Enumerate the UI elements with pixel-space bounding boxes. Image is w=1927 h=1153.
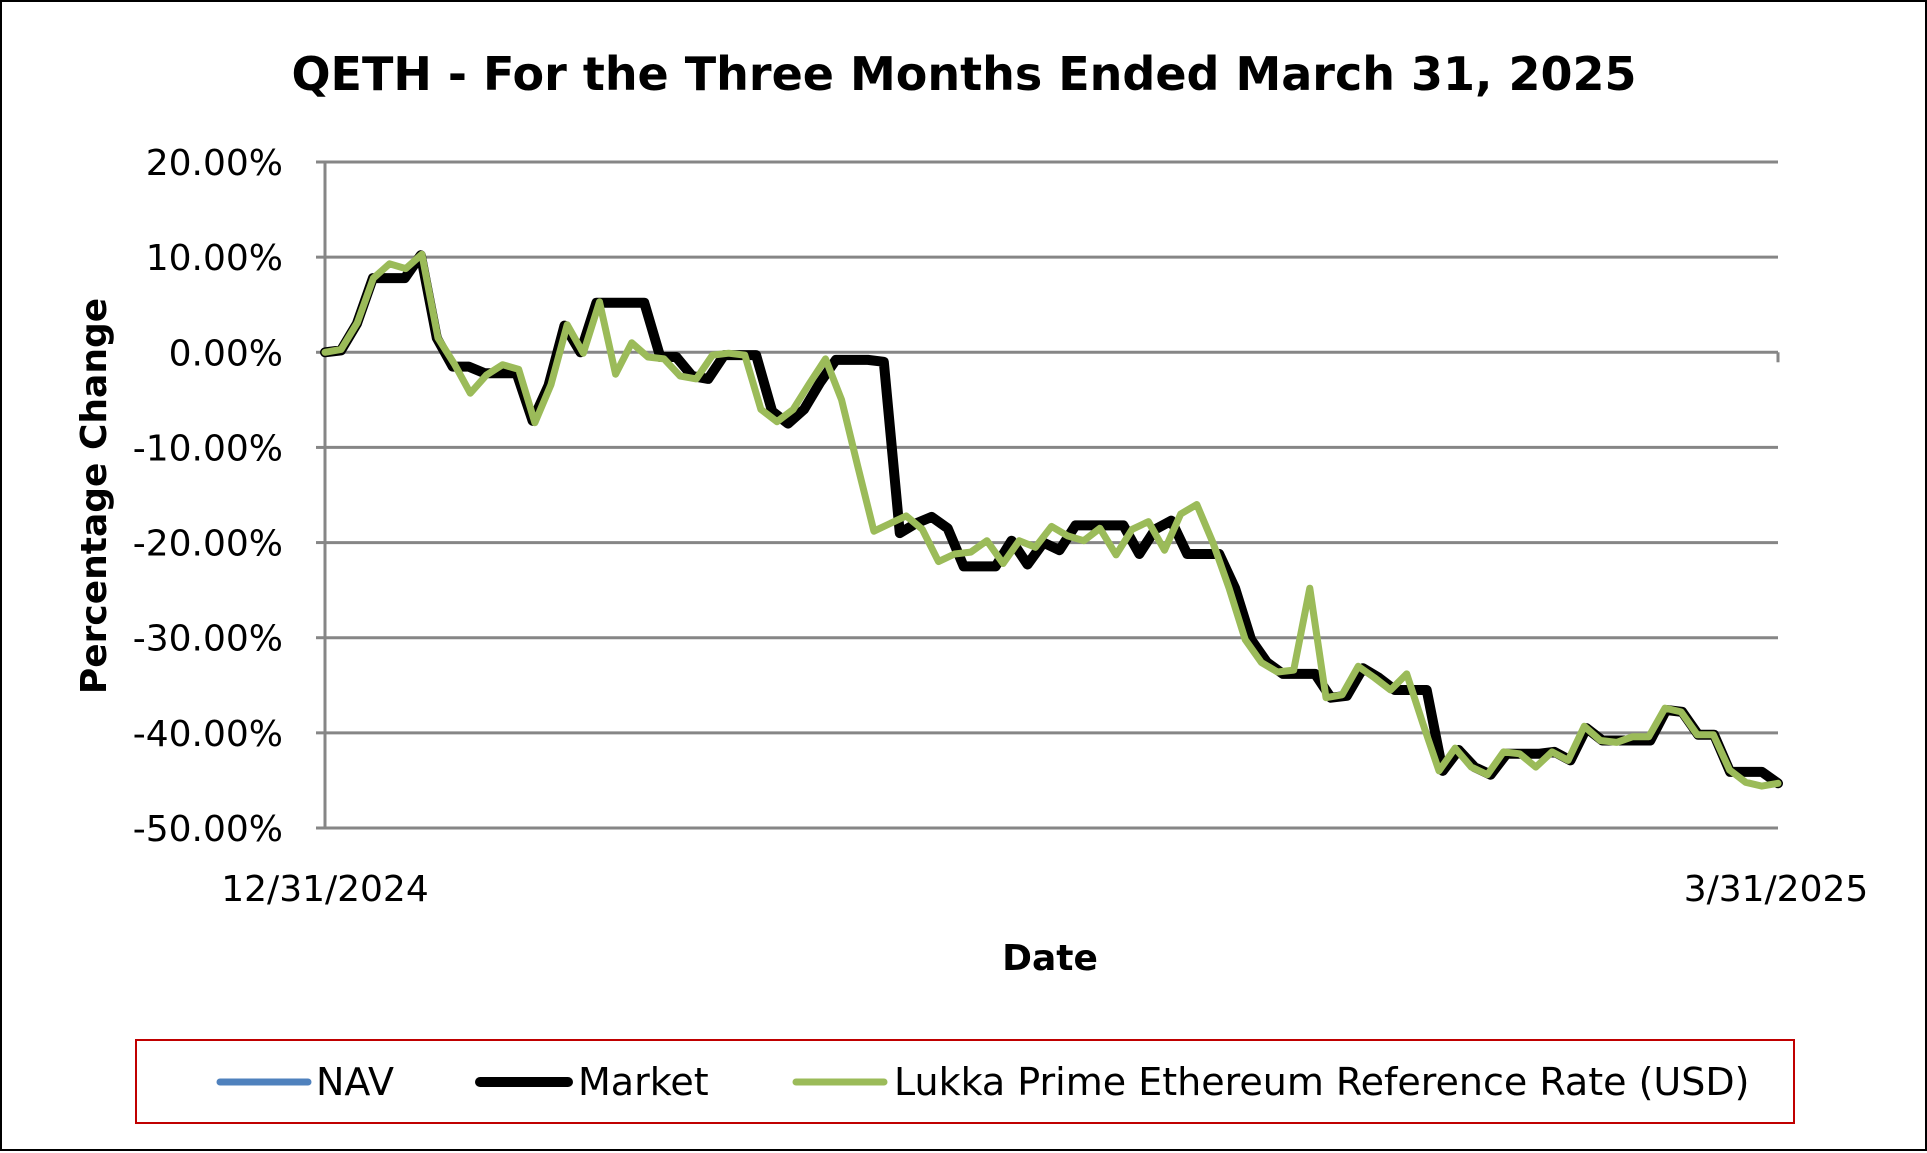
y-tick-label: 0.00% — [169, 333, 283, 374]
y-axis-label: Percentage Change — [74, 298, 115, 694]
series-lines — [320, 250, 1783, 790]
legend-box — [135, 1039, 1795, 1124]
x-tick-label: 3/31/2025 — [1684, 869, 1869, 910]
legend-label-lukka-prime-ethereum-reference-rate-usd: Lukka Prime Ethereum Reference Rate (USD… — [894, 1060, 1749, 1104]
legend-label-nav: NAV — [316, 1060, 394, 1104]
y-axis: 20.00% 10.00% 0.00% -10.00% -20.00% -30.00% -4… — [133, 143, 327, 850]
y-tick-label: -20.00% — [133, 524, 283, 565]
y-tick-label: -50.00% — [133, 809, 283, 850]
series-line-lukka-prime-ethereum-reference-rate-usd — [321, 250, 1782, 790]
legend: NAV Market Lukka Prime Ethereum Reference … — [135, 1039, 1795, 1124]
y-tick-label: 10.00% — [146, 238, 283, 279]
series-line-nav — [321, 251, 1782, 788]
legend-label-market: Market — [578, 1060, 709, 1104]
y-tick-label: -30.00% — [133, 619, 283, 660]
x-axis-label: Date — [1002, 938, 1098, 979]
gridlines — [325, 160, 1778, 830]
y-tick-label: -10.00% — [133, 428, 283, 469]
x-axis: 12/31/2024 3/31/2025 — [221, 350, 1869, 910]
y-tick-label: -40.00% — [133, 714, 283, 755]
series-line-market — [320, 250, 1783, 789]
x-tick-label: 12/31/2024 — [221, 869, 429, 910]
y-tick-label: 20.00% — [146, 143, 283, 184]
chart-title: QETH - For the Three Months Ended March … — [291, 47, 1636, 101]
